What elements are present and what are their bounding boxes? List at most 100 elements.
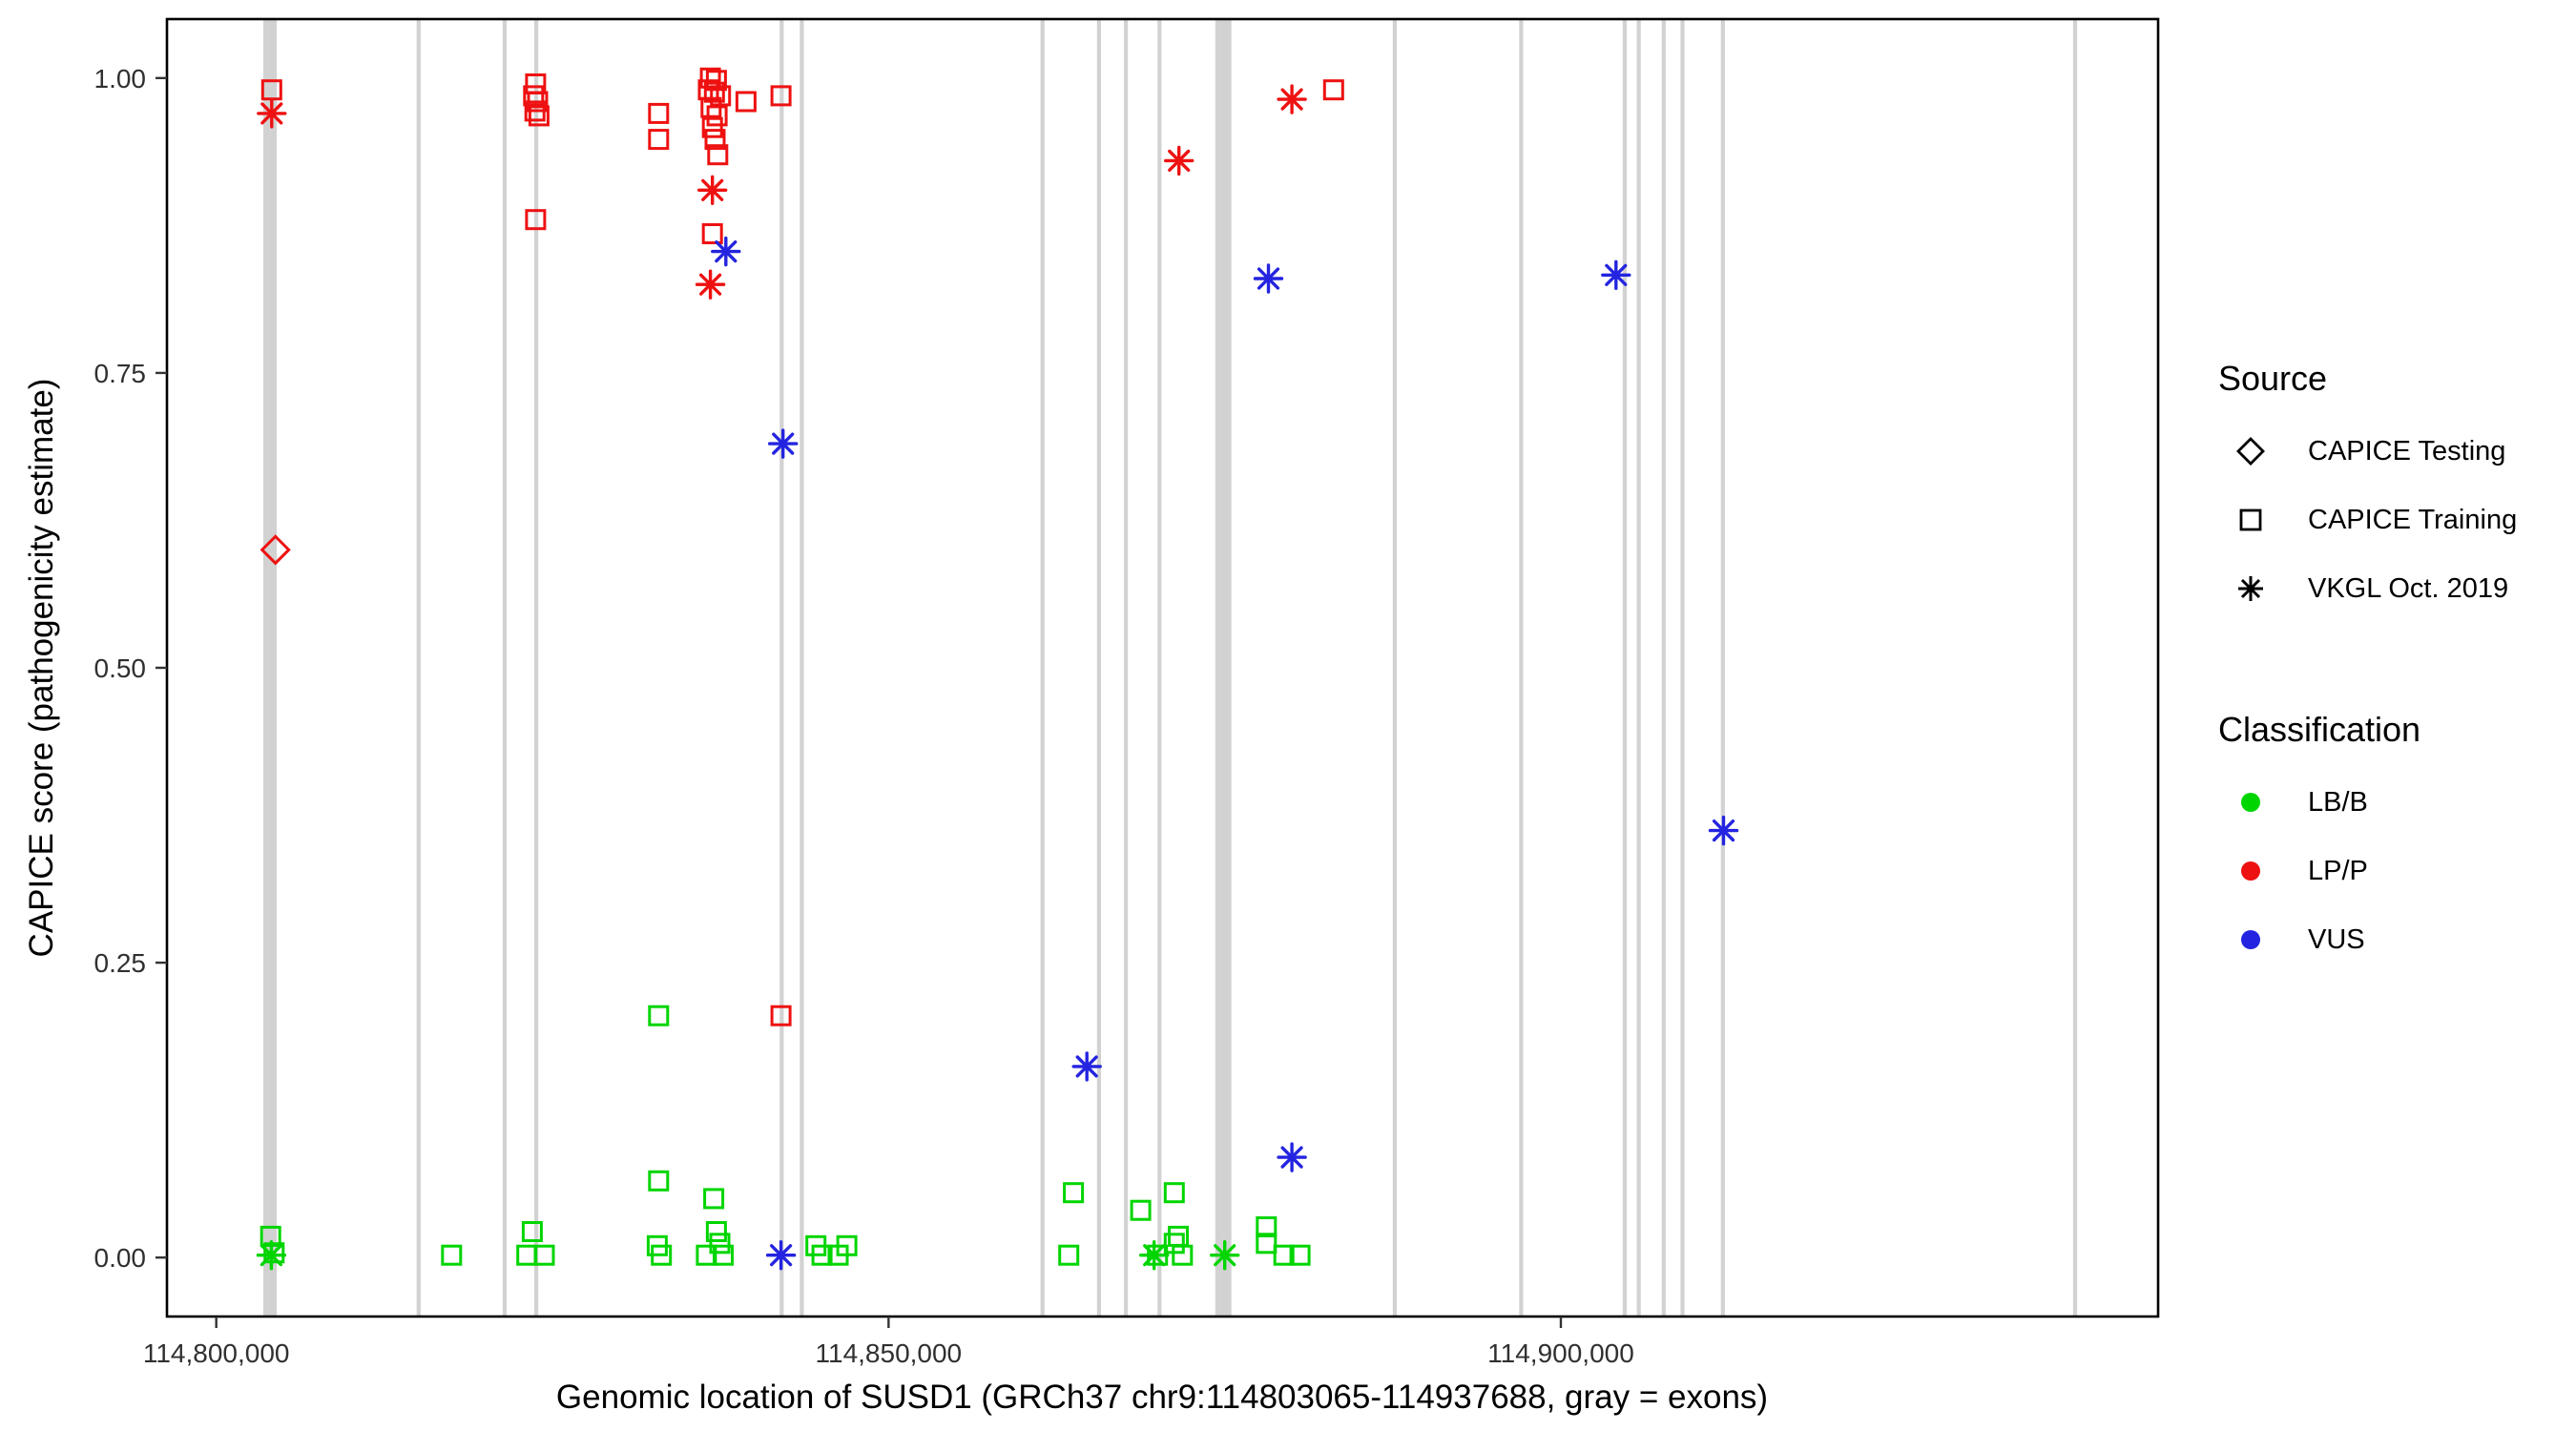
point-training-square [524,100,546,122]
exon-bar [263,19,278,1317]
point-training-square [705,1221,727,1242]
red-dot-icon [2241,861,2260,881]
exon-bar [1680,19,1685,1317]
legend-group-source: Source CAPICE Testing CAPICE Training [2218,358,2517,623]
exon-bar [779,19,784,1317]
point-vkgl-asterisk [257,98,287,129]
point-vkgl-asterisk [711,236,741,267]
x-tick-label: 114,800,000 [143,1338,290,1368]
y-tick-label: 0.75 [94,359,147,388]
legend-source-title: Source [2218,359,2328,398]
exon-bar [800,19,804,1317]
legend-label: VKGL Oct. 2019 [2308,572,2509,604]
point-vkgl-asterisk [1071,1051,1102,1082]
point-training-square [648,102,670,124]
point-training-square [1322,79,1344,101]
point-training-square [1163,1182,1185,1204]
point-training-square [770,1005,792,1027]
legend-label: VUS [2308,923,2365,955]
point-training-square [1256,1216,1278,1237]
point-vkgl-asterisk [695,269,726,300]
point-training-square [1273,1244,1295,1266]
point-training-square [648,1005,670,1027]
point-vkgl-asterisk [1138,1239,1170,1271]
exon-bar [1720,19,1725,1317]
y-tick-label: 0.50 [94,653,147,683]
exon-bar [1096,19,1101,1317]
exon-bar [534,19,539,1317]
point-training-square [709,1233,731,1255]
point-training-square [1172,1244,1194,1266]
y-tick-label: 0.00 [94,1243,147,1273]
point-training-square [525,209,547,231]
legend-item-capice-testing: CAPICE Testing [2218,417,2517,486]
y-axis-title: CAPICE score (pathogenicity estimate) [23,378,60,958]
exon-bar [1622,19,1627,1317]
legend-group-classification: Classification LB/B LP/P VUS [2218,709,2517,974]
point-training-square [704,129,726,151]
exon-bar [1392,19,1397,1317]
point-training-square [521,1221,543,1242]
point-vkgl-asterisk [1601,259,1631,290]
point-vkgl-asterisk [1253,263,1284,294]
legend-label: LP/P [2308,855,2368,886]
legend-item-vkgl: VKGL Oct. 2019 [2218,554,2517,623]
point-training-square [706,105,728,127]
point-training-square [1063,1182,1085,1204]
x-tick-label: 114,900,000 [1487,1338,1634,1368]
blue-dot-icon [2241,930,2260,949]
green-dot-icon [2241,793,2260,812]
legend-classification-title: Classification [2218,710,2421,749]
point-training-square [648,129,670,151]
exon-bar [1124,19,1129,1317]
point-vkgl-asterisk [1277,84,1307,114]
point-training-square [701,116,723,138]
legend-label: CAPICE Training [2308,504,2518,535]
point-training-square [735,91,757,113]
point-training-square [1130,1199,1152,1221]
point-vkgl-asterisk [1708,815,1739,846]
x-tick-label: 114,850,000 [816,1338,963,1368]
exon-bar [416,19,421,1317]
point-training-square [703,81,725,103]
point-vkgl-asterisk [256,1239,287,1271]
legend-item-lbb: LB/B [2218,768,2517,837]
point-training-square [703,1188,725,1210]
point-vkgl-asterisk [1163,145,1195,176]
point-training-square [263,1242,285,1264]
point-training-square [770,85,792,107]
asterisk-icon [2238,576,2263,601]
legend-label: CAPICE Testing [2308,435,2506,467]
exon-bar [1215,19,1232,1317]
y-tick-label: 1.00 [94,64,147,93]
point-training-square [523,85,545,107]
point-training-square [516,1244,538,1266]
point-training-square [707,144,729,166]
exon-bar [1519,19,1524,1317]
legend: Source CAPICE Testing CAPICE Training [2218,358,2517,974]
exon-bar [2072,19,2078,1317]
exon-bar [1636,19,1641,1317]
point-training-square [648,1170,670,1192]
legend-item-lpp: LP/P [2218,837,2517,905]
legend-item-capice-training: CAPICE Training [2218,486,2517,554]
point-testing-diamond [260,534,291,566]
point-training-square [836,1234,858,1256]
point-training-square [1058,1244,1080,1266]
exon-bar [1157,19,1162,1317]
point-vkgl-asterisk [1277,1142,1307,1172]
panel-border [165,17,2160,1318]
exon-bar [502,19,508,1317]
y-tick-label: 0.25 [94,948,147,978]
point-vkgl-asterisk [1209,1239,1240,1271]
exon-bar [1040,19,1045,1317]
point-vkgl-asterisk [768,428,799,459]
point-training-square [528,105,550,127]
point-training-square [701,223,723,244]
point-training-square [651,1244,673,1266]
point-training-square [441,1244,463,1266]
x-axis-title: Genomic location of SUSD1 (GRCh37 chr9:1… [555,1379,1769,1416]
point-training-square [1289,1244,1311,1266]
